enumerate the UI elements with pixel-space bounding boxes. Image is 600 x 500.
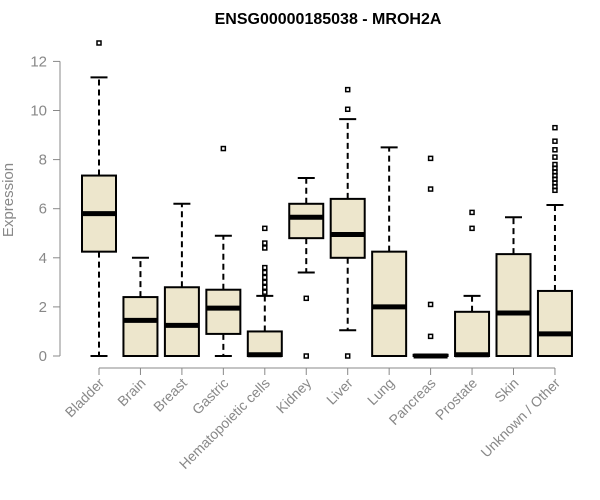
x-tick-label: Breast xyxy=(150,375,190,415)
outlier-point xyxy=(552,138,558,144)
box-group xyxy=(412,155,449,359)
outlier-point xyxy=(262,279,268,286)
outlier-point xyxy=(303,295,309,302)
box-iqr xyxy=(205,288,242,335)
box-group xyxy=(81,40,117,357)
y-tick-label: 0 xyxy=(39,348,47,365)
outlier-point xyxy=(552,161,558,168)
outlier-point xyxy=(220,145,227,152)
outlier-point xyxy=(262,274,268,281)
box-group xyxy=(371,146,408,358)
box-group xyxy=(454,209,491,358)
outlier-point xyxy=(552,124,558,131)
outlier-point xyxy=(552,147,558,153)
outlier-point xyxy=(427,333,434,340)
box-group xyxy=(495,216,532,357)
box-iqr xyxy=(288,202,325,240)
outlier-point xyxy=(262,225,268,232)
x-tick-label: Bladder xyxy=(62,375,108,421)
box-group xyxy=(205,145,242,357)
outlier-point xyxy=(303,353,309,359)
y-tick-label: 12 xyxy=(30,53,47,70)
box-group xyxy=(288,177,325,359)
box-iqr xyxy=(536,289,573,358)
outlier-point xyxy=(262,284,268,291)
box-group xyxy=(163,202,200,358)
box-iqr xyxy=(454,310,491,357)
box-iqr xyxy=(371,250,408,358)
box-iqr xyxy=(329,197,366,259)
outlier-point xyxy=(427,186,434,192)
x-tick-label: Brain xyxy=(114,375,148,409)
outlier-point xyxy=(344,86,351,93)
outlier-point xyxy=(427,155,434,162)
y-tick-label: 4 xyxy=(39,250,47,267)
y-axis: 0 2 4 6 8 10 12 xyxy=(30,53,61,365)
outlier-point xyxy=(344,106,351,113)
box-iqr xyxy=(163,286,200,358)
y-tick-label: 6 xyxy=(39,201,47,218)
outlier-point xyxy=(262,240,268,246)
x-tick-label: Unknown / Other xyxy=(477,375,563,461)
outlier-point xyxy=(427,301,434,308)
box-group xyxy=(329,86,366,359)
box-group xyxy=(246,225,283,358)
box-group xyxy=(122,256,159,357)
y-tick-label: 10 xyxy=(30,103,47,120)
outlier-point xyxy=(262,245,268,251)
box-iqr xyxy=(495,253,532,357)
y-tick-label: 8 xyxy=(39,152,47,169)
x-tick-label: Lung xyxy=(364,375,397,408)
outlier-point xyxy=(96,40,102,46)
outlier-point xyxy=(262,264,268,271)
outlier-point xyxy=(469,209,475,216)
x-tick-label: Skin xyxy=(491,375,522,406)
outlier-point xyxy=(344,353,351,359)
x-tick-label: Prostate xyxy=(432,375,480,423)
outlier-point xyxy=(552,154,558,160)
plot-area xyxy=(81,40,573,359)
outlier-point xyxy=(262,289,268,295)
outlier-point xyxy=(262,269,268,276)
box-iqr xyxy=(122,296,159,357)
outlier-point xyxy=(469,225,475,232)
x-tick-label: Liver xyxy=(323,375,356,408)
chart-title: ENSG00000185038 - MROH2A xyxy=(215,11,442,28)
x-tick-label: Kidney xyxy=(273,375,315,417)
y-tick-label: 2 xyxy=(39,299,47,316)
box-group xyxy=(536,124,573,358)
y-axis-label: Expression xyxy=(0,163,17,237)
